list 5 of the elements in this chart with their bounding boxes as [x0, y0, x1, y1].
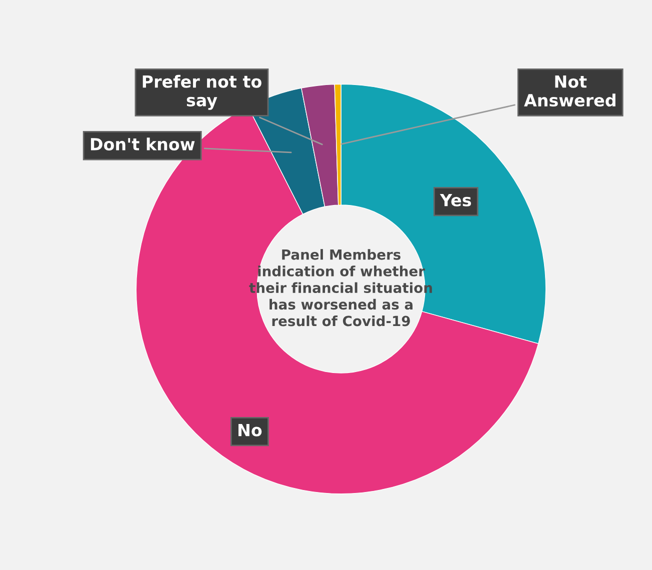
slice-label: No — [238, 424, 262, 436]
slice-label: Prefer not to say — [142, 74, 262, 110]
slice-label: Not Answered — [524, 76, 616, 107]
slice-label: Don't know — [90, 138, 195, 150]
slice-label: Yes — [440, 194, 472, 206]
